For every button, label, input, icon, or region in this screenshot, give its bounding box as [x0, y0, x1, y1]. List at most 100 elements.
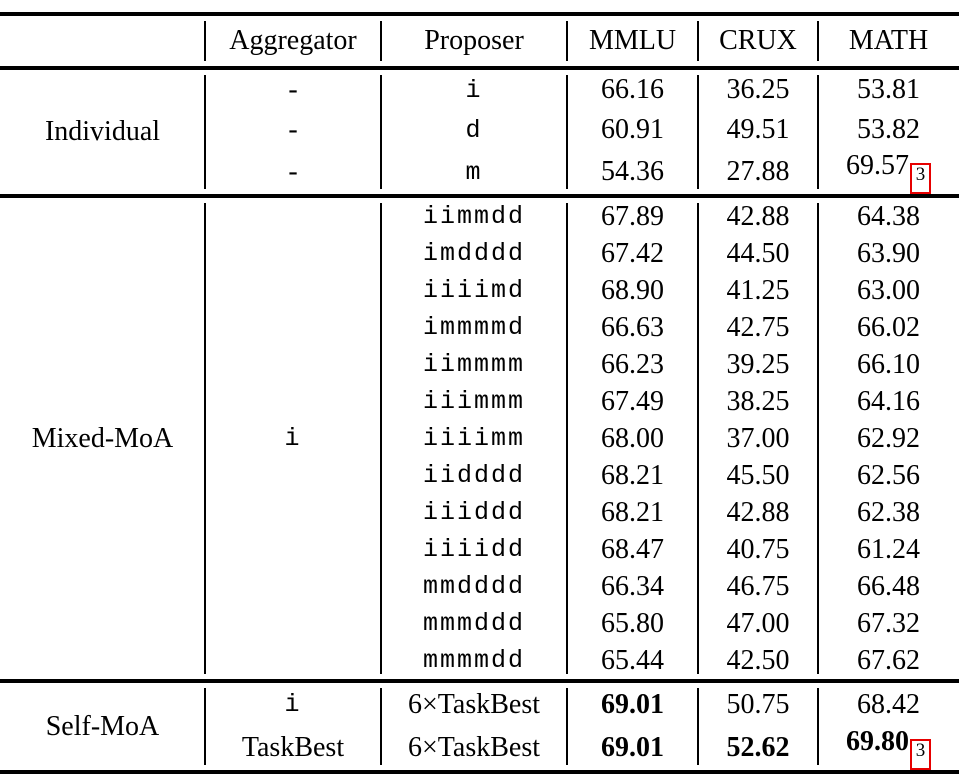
- table-row: mmmddd 65.80 47.00 67.32: [0, 605, 959, 642]
- table-row: iimmmm 66.23 39.25 66.10: [0, 346, 959, 383]
- proposer-cell: mmmddd: [381, 605, 568, 642]
- proposer-cell: iidddd: [381, 457, 568, 494]
- proposer-cell: mmdddd: [381, 568, 568, 605]
- proposer-cell: iiiimd: [381, 272, 568, 309]
- table-row: Individual - i 66.16 36.25 53.81: [0, 70, 959, 189]
- section-label-individual: Individual: [0, 70, 206, 194]
- mmlu-cell: 65.80: [567, 605, 699, 642]
- math-cell: 62.92: [857, 422, 920, 454]
- crux-cell: 42.88: [698, 198, 819, 235]
- crux-cell: 52.62: [698, 726, 819, 770]
- proposer-cell: m: [381, 150, 568, 194]
- header-mmlu: MMLU: [567, 16, 699, 66]
- mmlu-cell: 67.89: [567, 198, 699, 235]
- math-cell: 63.00: [857, 274, 920, 306]
- header-aggregator: Aggregator: [205, 16, 382, 66]
- mmlu-cell: 69.01: [567, 726, 699, 770]
- crux-cell: 37.00: [698, 420, 819, 457]
- header-rule: [0, 66, 959, 70]
- crux-cell: 27.88: [698, 150, 819, 194]
- aggregator-cell: -: [205, 70, 382, 110]
- math-cell: 53.82: [857, 114, 920, 145]
- mmlu-cell: 68.90: [567, 272, 699, 309]
- math-cell: 68.42: [857, 688, 920, 720]
- table-row: Mixed-MoA i iimmdd 67.89 42.88 64.38: [0, 198, 959, 674]
- math-cell: 67.32: [857, 607, 920, 639]
- math-cell: 69.80 3: [818, 726, 959, 770]
- table-row: imdddd 67.42 44.50 63.90: [0, 235, 959, 272]
- table-row: iiiddd 68.21 42.88 62.38: [0, 494, 959, 531]
- proposer-cell: iiiimm: [381, 420, 568, 457]
- math-cell: 66.48: [857, 570, 920, 602]
- mmlu-cell: 60.91: [567, 110, 699, 150]
- header-row: Aggregator Proposer MMLU CRUX MATH: [0, 16, 959, 66]
- table-row: iiimmm 67.49 38.25 64.16: [0, 383, 959, 420]
- proposer-cell: mmmmdd: [381, 642, 568, 679]
- table-row: iiiidd 68.47 40.75 61.24: [0, 531, 959, 568]
- header-crux: CRUX: [698, 16, 819, 66]
- crux-cell: 42.75: [698, 309, 819, 346]
- table-row: TaskBest 6×TaskBest 69.01 52.62 69.80 3: [0, 726, 959, 770]
- mmlu-cell: 67.49: [567, 383, 699, 420]
- table-row: - m 54.36 27.88 69.57 3: [0, 150, 959, 194]
- math-cell: 62.56: [857, 459, 920, 491]
- mmlu-cell: 66.63: [567, 309, 699, 346]
- math-cell: 64.16: [857, 385, 920, 417]
- table-row: iidddd 68.21 45.50 62.56: [0, 457, 959, 494]
- crux-cell: 36.25: [698, 70, 819, 110]
- header-math: MATH: [848, 25, 929, 56]
- section-rule: [0, 679, 959, 683]
- mmlu-cell: 68.21: [567, 494, 699, 531]
- proposer-cell: d: [381, 110, 568, 150]
- aggregator-cell: i: [205, 683, 382, 726]
- aggregator-cell: TaskBest: [205, 726, 382, 770]
- crux-cell: 49.51: [698, 110, 819, 150]
- crux-cell: 41.25: [698, 272, 819, 309]
- section-label-mixed-moa: Mixed-MoA: [0, 198, 206, 679]
- mmlu-cell: 65.44: [567, 642, 699, 679]
- math-cell: 67.62: [857, 644, 920, 676]
- math-cell: 69.57 3: [818, 150, 959, 194]
- mmlu-cell: 68.21: [567, 457, 699, 494]
- mmlu-cell: 66.34: [567, 568, 699, 605]
- section-label-self-moa: Self-MoA: [0, 683, 206, 770]
- results-table: Aggregator Proposer MMLU CRUX MATH Indiv…: [0, 12, 959, 774]
- crux-cell: 39.25: [698, 346, 819, 383]
- proposer-cell: 6×TaskBest: [381, 683, 568, 726]
- table-row: iiiimm 68.00 37.00 62.92: [0, 420, 959, 457]
- proposer-cell: imdddd: [381, 235, 568, 272]
- proposer-cell: iimmmm: [381, 346, 568, 383]
- mmlu-cell: 67.42: [567, 235, 699, 272]
- proposer-cell: iimmdd: [381, 198, 568, 235]
- proposer-cell: iiiidd: [381, 531, 568, 568]
- table-row: immmmd 66.63 42.75 66.02: [0, 309, 959, 346]
- table-row: mmdddd 66.34 46.75 66.48: [0, 568, 959, 605]
- proposer-cell: iiiddd: [381, 494, 568, 531]
- crux-cell: 42.50: [698, 642, 819, 679]
- math-cell: 66.02: [857, 311, 920, 343]
- crux-cell: 40.75: [698, 531, 819, 568]
- math-value: 69.80: [846, 726, 909, 757]
- header-proposer: Proposer: [381, 16, 568, 66]
- table-row: iiiimd 68.90 41.25 63.00: [0, 272, 959, 309]
- crux-cell: 38.25: [698, 383, 819, 420]
- math-cell: 63.90: [857, 237, 920, 269]
- table-row: Self-MoA i 6×TaskBest 69.01 50.75 68.42: [0, 683, 959, 765]
- mmlu-cell: 66.23: [567, 346, 699, 383]
- header-empty: [0, 16, 206, 66]
- crux-cell: 45.50: [698, 457, 819, 494]
- aggregator-cell: -: [205, 110, 382, 150]
- math-cell: 66.10: [857, 348, 920, 380]
- crux-cell: 42.88: [698, 494, 819, 531]
- table-row: mmmmdd 65.44 42.50 67.62: [0, 642, 959, 679]
- bottom-rule: [0, 770, 959, 774]
- footnote-link-box[interactable]: 3: [910, 163, 931, 194]
- section-rule: [0, 194, 959, 198]
- math-cell: 62.38: [857, 496, 920, 528]
- footnote-link-box[interactable]: 3: [910, 739, 931, 770]
- mmlu-cell: 54.36: [567, 150, 699, 194]
- mmlu-cell: 66.16: [567, 70, 699, 110]
- proposer-cell: i: [381, 70, 568, 110]
- math-cell: 61.24: [857, 533, 920, 565]
- crux-cell: 46.75: [698, 568, 819, 605]
